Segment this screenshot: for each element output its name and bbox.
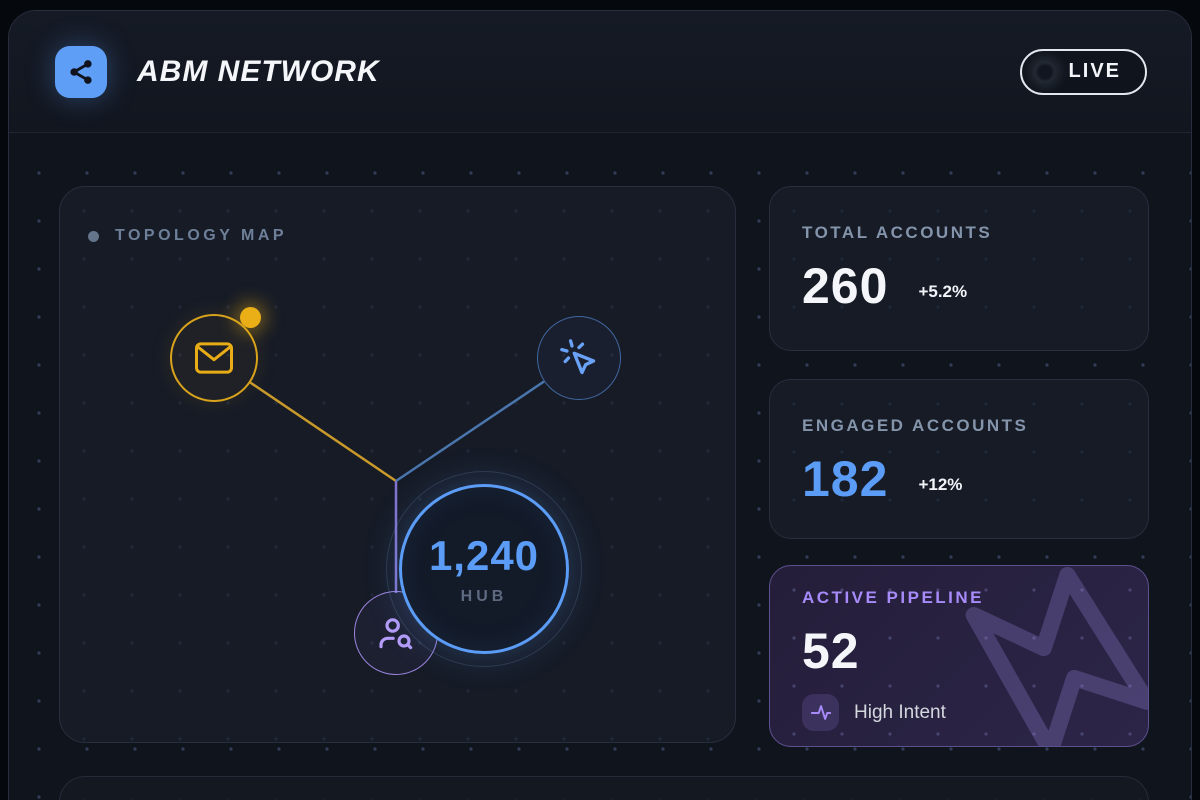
cursor-click-icon [558, 337, 600, 379]
app-header: ABM NETWORK LIVE [9, 11, 1191, 133]
mail-icon [194, 341, 234, 375]
user-search-icon [376, 613, 416, 653]
hub-outer-ring [386, 471, 582, 667]
topology-node-click[interactable] [537, 316, 621, 400]
hub-label: HUB [460, 588, 508, 605]
stat-delta: +12% [918, 475, 963, 494]
topology-title: TOPOLOGY MAP [115, 227, 288, 244]
activity-pulse-icon [810, 704, 831, 720]
live-indicator-dot [1034, 61, 1055, 82]
topology-node-email[interactable] [170, 314, 258, 402]
hub-value: 1,240 [428, 532, 540, 579]
intent-label: High Intent [854, 701, 946, 723]
stat-value: 182 [802, 451, 889, 507]
stat-label: ACTIVE PIPELINE [802, 588, 985, 607]
stat-delta: +5.2% [918, 282, 968, 301]
stat-value: 260 [802, 258, 889, 314]
stat-label: TOTAL ACCOUNTS [802, 223, 993, 242]
topology-hub-node[interactable]: 1,240 HUB [399, 484, 569, 654]
high-intent-row: High Intent [802, 694, 1116, 731]
panel-bullet-icon [88, 230, 99, 242]
bottom-panel [59, 776, 1149, 800]
app-window: ABM NETWORK LIVE TOPOLOGY MAP [8, 10, 1192, 800]
logo-button[interactable] [55, 45, 107, 98]
content-area: TOPOLOGY MAP [9, 133, 1191, 800]
live-label: LIVE [1068, 60, 1121, 82]
stat-card-active-pipeline: ACTIVE PIPELINE 52 High Intent [769, 565, 1149, 747]
email-alert-dot [240, 307, 261, 328]
share-icon [66, 57, 96, 87]
app-title: ABM NETWORK [137, 54, 380, 88]
stat-card-engaged-accounts: ENGAGED ACCOUNTS 182 +12% [769, 379, 1149, 539]
topology-panel-header: TOPOLOGY MAP [88, 227, 287, 245]
stat-label: ENGAGED ACCOUNTS [802, 416, 1029, 435]
intent-badge [802, 694, 839, 731]
stat-value: 52 [802, 623, 860, 679]
live-button[interactable]: LIVE [1019, 48, 1147, 95]
stat-card-total-accounts: TOTAL ACCOUNTS 260 +5.2% [769, 186, 1149, 351]
topology-map-panel: TOPOLOGY MAP [59, 186, 736, 743]
